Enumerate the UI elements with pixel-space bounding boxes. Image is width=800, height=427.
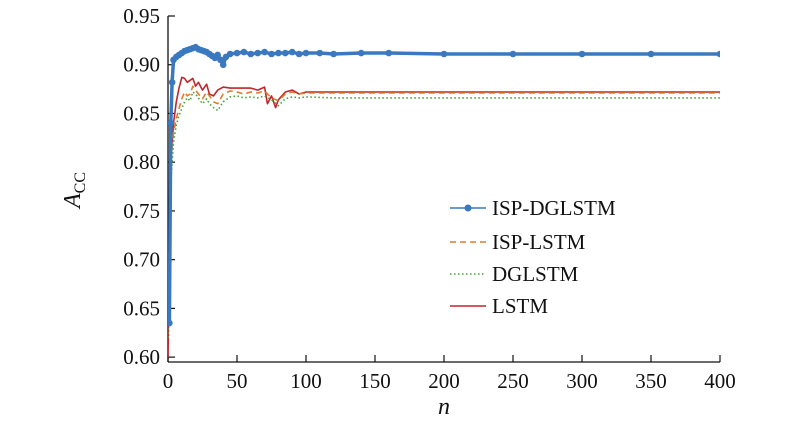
- data-point: [275, 49, 282, 57]
- x-axis-title: n: [438, 394, 450, 420]
- y-tick-label: 0.70: [123, 248, 160, 272]
- x-tick-label: 100: [290, 369, 322, 393]
- x-tick-label: 400: [704, 369, 736, 393]
- x-tick-label: 50: [227, 369, 248, 393]
- y-tick-label: 0.90: [123, 53, 160, 77]
- data-point: [578, 50, 586, 58]
- x-tick-label: 200: [428, 369, 460, 393]
- data-point: [217, 56, 224, 64]
- series-line: [168, 85, 720, 319]
- x-tick-label: 350: [635, 369, 667, 393]
- series-isp-lstm: [168, 85, 720, 319]
- y-tick-label: 0.60: [123, 345, 160, 369]
- y-tick-label: 0.85: [123, 101, 160, 125]
- data-point: [168, 319, 173, 327]
- data-point: [357, 49, 365, 57]
- data-point: [316, 49, 324, 57]
- legend-marker: [464, 204, 472, 212]
- data-point: [440, 50, 448, 58]
- legend-item: DGLSTM: [450, 262, 579, 286]
- series-line: [168, 76, 720, 358]
- data-point: [214, 51, 221, 59]
- data-point: [282, 49, 289, 57]
- data-point: [261, 48, 268, 56]
- data-point: [716, 50, 720, 58]
- y-tick-label: 0.75: [123, 199, 160, 223]
- series-dglstm: [168, 91, 720, 338]
- data-point: [509, 50, 517, 58]
- y-tick-label: 0.80: [123, 150, 160, 174]
- y-tick-label: 0.95: [123, 4, 160, 28]
- data-point: [302, 49, 310, 57]
- data-point: [288, 48, 296, 56]
- legend-item: ISP-LSTM: [450, 230, 586, 254]
- data-point: [330, 50, 337, 58]
- data-point: [219, 61, 227, 69]
- legend: ISP-DGLSTM ISP-LSTM DGLSTM LSTM: [450, 196, 616, 318]
- data-point: [168, 78, 176, 86]
- data-point: [295, 50, 303, 58]
- y-tick-label: 0.65: [123, 296, 160, 320]
- data-point: [385, 49, 393, 57]
- data-point: [233, 49, 241, 57]
- series-lstm: [168, 76, 720, 358]
- legend-item: LSTM: [450, 294, 548, 318]
- data-point: [240, 48, 248, 56]
- data-point: [254, 49, 261, 57]
- x-tick-label: 0: [163, 369, 174, 393]
- data-point: [268, 50, 275, 58]
- data-point: [226, 50, 234, 58]
- x-tick-label: 250: [497, 369, 529, 393]
- data-point: [168, 119, 175, 127]
- legend-label: ISP-LSTM: [492, 230, 586, 254]
- legend-label: DGLSTM: [492, 262, 579, 286]
- data-point: [247, 50, 255, 58]
- x-tick-label: 300: [566, 369, 598, 393]
- legend-label: LSTM: [492, 294, 548, 318]
- series-isp-dglstm: [168, 43, 720, 327]
- y-axis-title-subscript: CC: [72, 172, 89, 193]
- y-axis-title: ACC: [60, 172, 89, 210]
- series-line: [168, 91, 720, 338]
- y-axis-title-main: A: [60, 193, 86, 210]
- legend-item: ISP-DGLSTM: [450, 196, 616, 220]
- legend-label: ISP-DGLSTM: [492, 196, 616, 220]
- data-point: [647, 50, 655, 58]
- x-tick-label: 150: [359, 369, 391, 393]
